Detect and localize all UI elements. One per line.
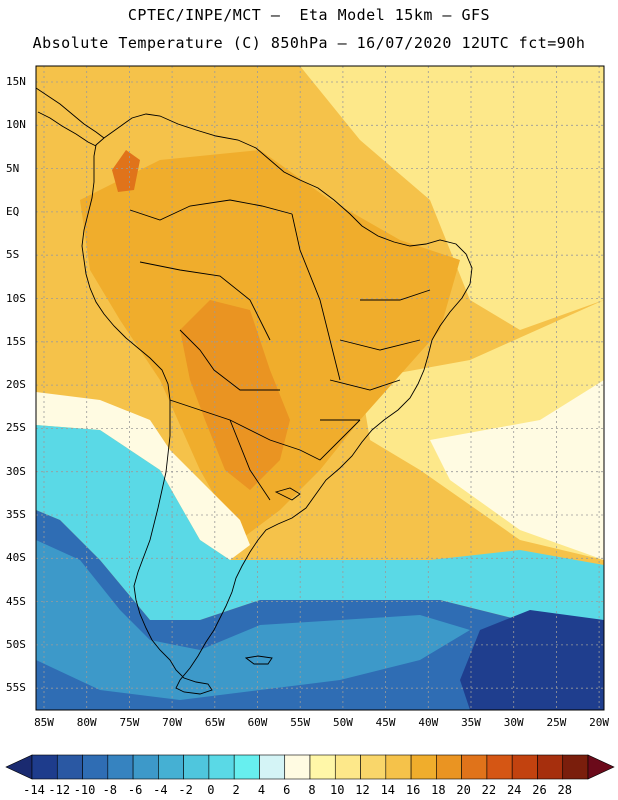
colorbar-label: -8 xyxy=(102,783,118,797)
colorbar-swatch xyxy=(360,754,387,780)
colorbar-label: 10 xyxy=(330,783,345,797)
latitude-label: 10S xyxy=(6,291,26,305)
colorbar-label: -4 xyxy=(153,783,168,797)
colorbar-label: 8 xyxy=(308,783,316,797)
colorbar-swatch xyxy=(31,754,58,780)
field-southern-cyan xyxy=(36,425,604,640)
colorbar-label: 26 xyxy=(532,783,547,797)
colorbar-high-arrow xyxy=(587,754,615,780)
central-america-coastline xyxy=(36,87,105,147)
longitude-label: 80W xyxy=(76,716,97,729)
colorbar-label: -12 xyxy=(48,783,71,797)
latitude-label: 30S xyxy=(6,464,26,478)
colorbar-label: 18 xyxy=(431,783,446,797)
longitude-label: 85W xyxy=(34,716,54,729)
colorbar-swatch xyxy=(158,754,184,780)
colorbar-swatch xyxy=(436,754,462,780)
country-borders xyxy=(36,87,473,695)
colorbar-swatch xyxy=(410,754,437,780)
colorbar-swatch xyxy=(208,754,235,780)
colorbar-swatch xyxy=(233,754,260,780)
colorbar-swatch xyxy=(82,754,109,780)
colorbar-swatch xyxy=(56,754,83,780)
longitude-label: 25W xyxy=(546,716,567,729)
colorbar-label: -14 xyxy=(23,783,45,797)
latitude-label: 5S xyxy=(6,248,20,262)
colorbar-swatch xyxy=(284,754,311,780)
colorbar-label: 2 xyxy=(232,783,240,797)
field-deep-cold-core xyxy=(460,610,604,710)
field-pacific-pale-band xyxy=(36,392,250,560)
colorbar-label: 22 xyxy=(481,783,497,797)
longitude-label: 70W xyxy=(162,716,183,729)
latitude-label: 15S xyxy=(6,334,26,348)
colorbar-label: -10 xyxy=(73,783,96,797)
latitude-label: 15N xyxy=(6,75,26,88)
longitude-label: 65W xyxy=(204,716,225,729)
colorbar-label: 0 xyxy=(207,783,215,797)
map-frame xyxy=(35,65,605,711)
colorbar-label: -2 xyxy=(178,783,193,797)
colorbar-label: 24 xyxy=(506,783,522,797)
colorbar-swatch xyxy=(259,754,286,780)
colorbar-label: 20 xyxy=(456,783,471,797)
longitude-label: 35W xyxy=(461,716,481,729)
colorbar-swatch xyxy=(183,754,210,780)
map-title-line1: CPTEC/INPE/MCT – Eta Model 15km – GFS xyxy=(127,6,491,24)
latitude-label: 55S xyxy=(6,681,26,695)
latitude-label: 5N xyxy=(6,161,20,175)
colorbar-swatch xyxy=(334,754,361,780)
latitude-label: 35S xyxy=(6,508,26,521)
latitude-label: 50S xyxy=(6,637,26,651)
longitude-label: 40W xyxy=(418,716,439,729)
longitude-label: 75W xyxy=(119,716,140,729)
colorbar-label: 28 xyxy=(557,783,572,797)
colorbar-label: 14 xyxy=(380,783,396,797)
colorbar-swatch xyxy=(107,754,134,780)
latitude-label: 20S xyxy=(6,378,26,392)
latitude-label: 10N xyxy=(6,118,26,132)
latitude-label: 45S xyxy=(6,594,26,608)
colorbar-swatch xyxy=(537,754,564,780)
colorbar-label: -6 xyxy=(127,783,143,797)
rio-de-la-plata-coast xyxy=(274,487,301,501)
field-southern-light-blue xyxy=(36,540,470,700)
field-ne-atlantic-yellow xyxy=(300,66,604,330)
longitude-label: 55W xyxy=(290,716,311,729)
longitude-label: 20W xyxy=(589,716,610,729)
colorbar-swatch xyxy=(562,754,589,780)
colorbar-swatch xyxy=(486,754,513,780)
temperature-field xyxy=(36,66,604,710)
colorbar-label: 6 xyxy=(283,783,291,797)
longitude-label: 60W xyxy=(247,716,268,729)
south-america-coastline xyxy=(81,113,473,695)
field-east-atlantic-pale xyxy=(430,380,604,560)
colorbar xyxy=(5,754,615,780)
colorbar-swatch xyxy=(461,754,488,780)
lat-lon-grid xyxy=(36,66,604,710)
longitude-label: 30W xyxy=(503,716,524,729)
colorbar-swatch xyxy=(511,754,538,780)
colorbar-swatch xyxy=(385,754,412,780)
field-continent-orange xyxy=(80,150,460,540)
longitude-label: 45W xyxy=(375,716,396,729)
colorbar-low-arrow xyxy=(5,754,33,780)
colorbar-swatch xyxy=(132,754,159,780)
latitude-label: EQ xyxy=(6,204,20,218)
longitude-label: 50W xyxy=(332,716,353,729)
latitude-label: 25S xyxy=(6,421,26,435)
latitude-label: 40S xyxy=(6,551,26,565)
field-colombia-hot xyxy=(112,150,140,192)
falkland-islands xyxy=(244,655,273,665)
colorbar-label: 4 xyxy=(257,783,266,797)
internal-borders xyxy=(129,199,431,501)
field-chaco-hot-core xyxy=(180,300,290,490)
colorbar-label: 16 xyxy=(405,783,421,797)
colorbar-swatch xyxy=(309,754,336,780)
map-title-line2: Absolute Temperature (C) 850hPa – 16/07/… xyxy=(32,34,586,52)
colorbar-label: 12 xyxy=(355,783,370,797)
